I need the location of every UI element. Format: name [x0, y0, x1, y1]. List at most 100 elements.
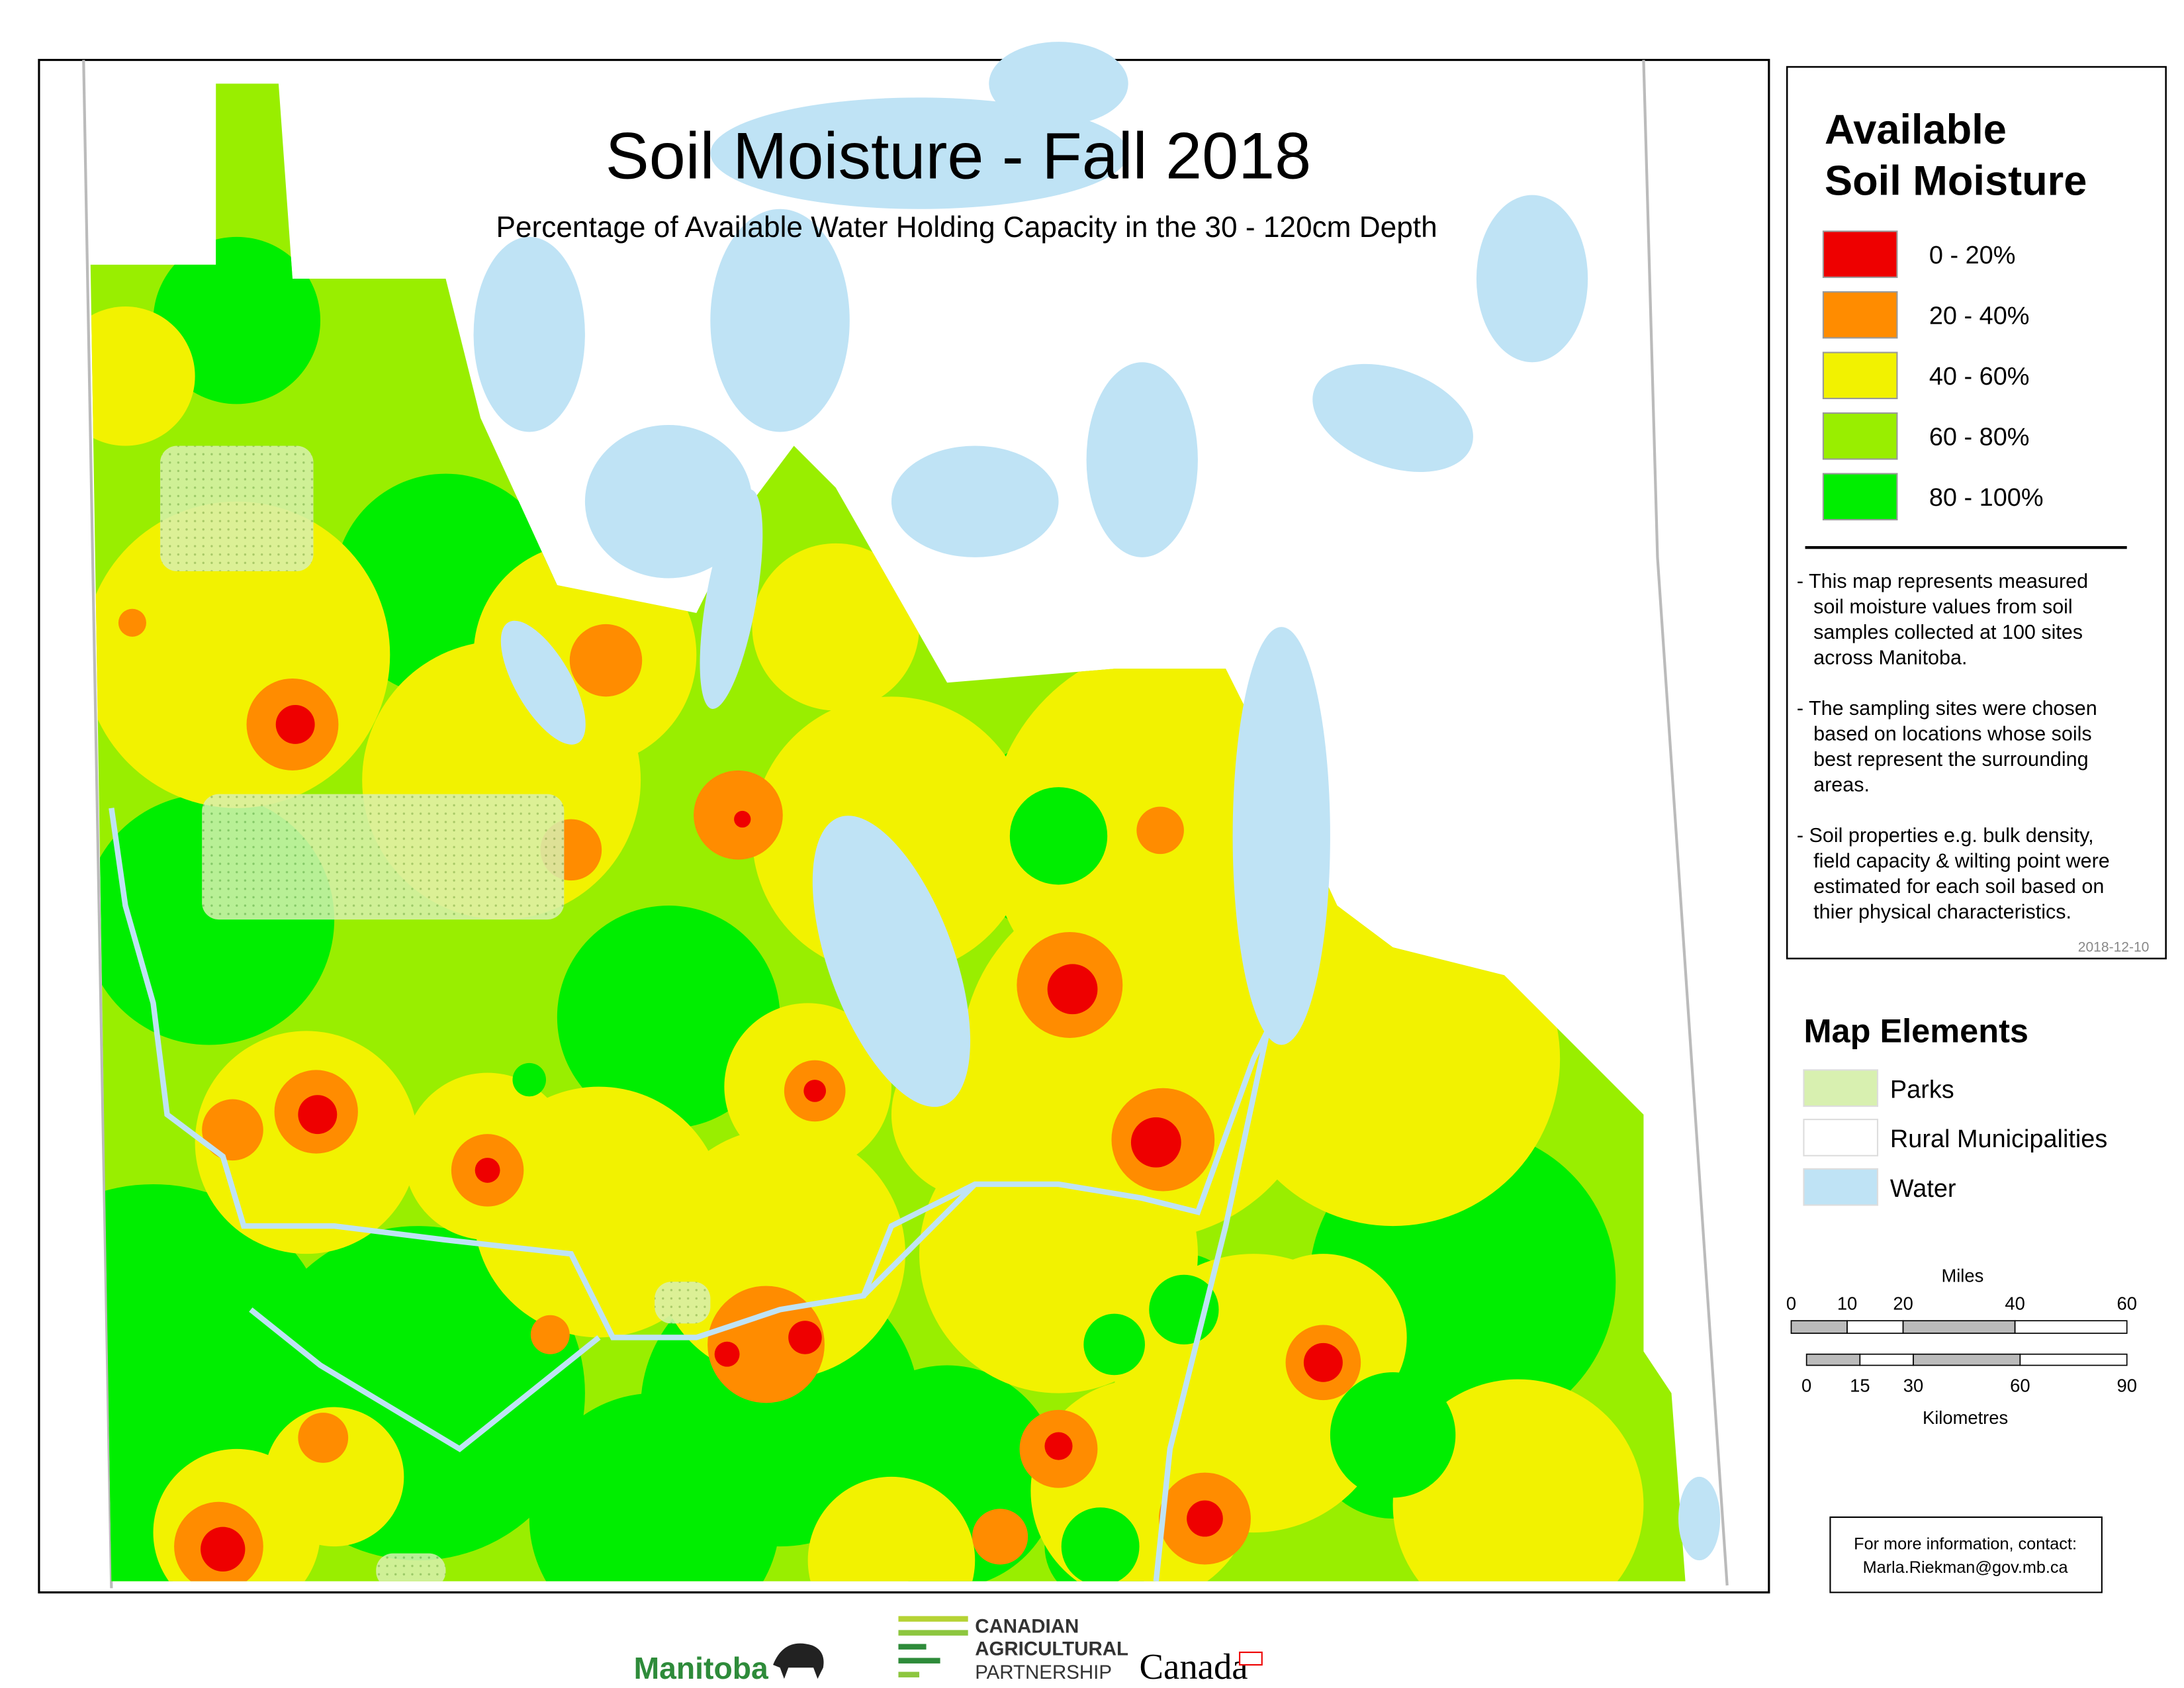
- moisture-zone: [298, 1413, 349, 1463]
- moisture-zone: [734, 810, 751, 828]
- scale-segment: [1790, 1320, 1848, 1334]
- map: [82, 42, 1729, 1589]
- lake: [1232, 627, 1330, 1045]
- legend-note: based on locations whose soils: [1813, 723, 2091, 745]
- scale-tick-label: 20: [1893, 1293, 1913, 1313]
- map-element-swatch: [1803, 1119, 1879, 1156]
- scale-segment: [1805, 1353, 1861, 1366]
- scale-tick-label: 10: [1837, 1293, 1857, 1313]
- moisture-zone: [569, 624, 643, 697]
- canada-flag: [1239, 1652, 1263, 1666]
- moisture-zone: [202, 1099, 263, 1161]
- scale-tick-label: 60: [2117, 1293, 2137, 1313]
- scale-tick-label: 0: [1801, 1376, 1811, 1396]
- legend-title: Soil Moisture: [1825, 158, 2087, 205]
- scale-tick-label: 90: [2117, 1376, 2137, 1396]
- legend-note: - The sampling sites were chosen: [1797, 697, 2097, 720]
- lake: [1476, 195, 1588, 363]
- river: [861, 1182, 978, 1298]
- moisture-zone: [714, 1341, 740, 1367]
- scale-tick-label: 30: [1903, 1376, 1923, 1396]
- legend-note: soil moisture values from soil: [1813, 596, 2073, 618]
- moisture-zone: [803, 1080, 827, 1102]
- moisture-zone: [90, 306, 195, 446]
- park: [655, 1282, 711, 1324]
- map-element-label: Rural Municipalities: [1890, 1125, 2107, 1153]
- scale-segment: [2019, 1353, 2128, 1366]
- map-element-swatch: [1803, 1069, 1879, 1107]
- legend-label: 0 - 20%: [1929, 242, 2016, 269]
- moisture-zone: [475, 1157, 500, 1183]
- scale-segment: [1846, 1320, 1904, 1334]
- lake: [989, 42, 1128, 126]
- legend-swatch: [1822, 352, 1898, 400]
- province-border: [1642, 60, 1729, 1586]
- legend-label: 60 - 80%: [1929, 423, 2030, 451]
- map-title: Soil Moisture - Fall 2018: [606, 118, 1311, 192]
- legend-swatch: [1822, 473, 1898, 521]
- lake: [710, 209, 850, 432]
- cap-logo-line: CANADIAN: [975, 1616, 1079, 1638]
- cap-logo-line: PARTNERSHIP: [975, 1662, 1112, 1683]
- contact-box: [1829, 1516, 2103, 1593]
- lake: [812, 816, 971, 1107]
- province-border: [82, 60, 113, 1589]
- scale-label: Kilometres: [1923, 1407, 2008, 1428]
- moisture-zone: [512, 1062, 546, 1097]
- legend-note: - This map represents measured: [1797, 570, 2088, 592]
- moisture-zone: [1136, 806, 1184, 855]
- map-element-swatch: [1803, 1168, 1879, 1206]
- legend-note: across Manitoba.: [1813, 647, 1967, 669]
- legend-note: field capacity & wilting point were: [1813, 850, 2110, 872]
- river: [249, 1307, 601, 1452]
- scale-tick-label: 0: [1786, 1293, 1796, 1313]
- moisture-zone: [1044, 1432, 1073, 1460]
- map-subtitle: Percentage of Available Water Holding Ca…: [496, 211, 1437, 244]
- moisture-zone: [752, 543, 920, 711]
- moisture-zone: [788, 1321, 822, 1354]
- legend-note: thier physical characteristics.: [1813, 901, 2071, 923]
- river: [1153, 1030, 1271, 1582]
- moisture-zone: [707, 1286, 825, 1403]
- moisture-zone: [1047, 964, 1098, 1015]
- scale-segment: [2014, 1320, 2128, 1334]
- moisture-zone: [557, 906, 780, 1129]
- scale-label: Miles: [1941, 1265, 1983, 1286]
- park: [202, 794, 565, 920]
- lake: [1312, 363, 1473, 473]
- river: [109, 808, 1270, 1340]
- moisture-zone: [153, 236, 321, 404]
- moisture-zone: [118, 608, 146, 637]
- lake: [584, 424, 752, 579]
- scale-segment: [1913, 1353, 2021, 1366]
- park: [376, 1553, 446, 1581]
- canada-logo: Canada: [1140, 1646, 1248, 1687]
- contact-line: For more information, contact:: [1854, 1534, 2077, 1553]
- moisture-zones: [90, 236, 1644, 1581]
- contact-line: Marla.Riekman@gov.mb.ca: [1863, 1558, 2069, 1577]
- legend-note: best represent the surrounding: [1813, 748, 2088, 771]
- water-bodies: [109, 42, 1721, 1582]
- legend-label: 20 - 40%: [1929, 302, 2030, 330]
- legend-swatch: [1822, 412, 1898, 460]
- moisture-zone: [1130, 1117, 1181, 1168]
- lake: [891, 445, 1059, 557]
- scale-segment: [1902, 1320, 2016, 1334]
- lake: [710, 97, 1128, 209]
- map-elements-title: Map Elements: [1803, 1011, 2028, 1049]
- cap-stripes: [898, 1616, 968, 1677]
- legend-swatch: [1822, 291, 1898, 339]
- legend: Available Soil Moisture 0 - 20% 20 - 40% 40 …: [1797, 107, 2149, 955]
- manitoba-logo: Manitoba: [634, 1651, 769, 1685]
- moisture-zone: [1061, 1507, 1140, 1581]
- scale-tick-label: 60: [2010, 1376, 2030, 1396]
- legend-swatch: [1822, 230, 1898, 278]
- map-element-label: Parks: [1890, 1076, 1954, 1103]
- moisture-zone: [972, 1509, 1028, 1565]
- lake: [1086, 362, 1198, 557]
- legend-note: samples collected at 100 sites: [1813, 621, 2083, 643]
- legend-label: 80 - 100%: [1929, 484, 2044, 512]
- moisture-zone: [1083, 1313, 1145, 1376]
- scale-tick-label: 15: [1850, 1376, 1870, 1396]
- moisture-zone: [1009, 787, 1108, 885]
